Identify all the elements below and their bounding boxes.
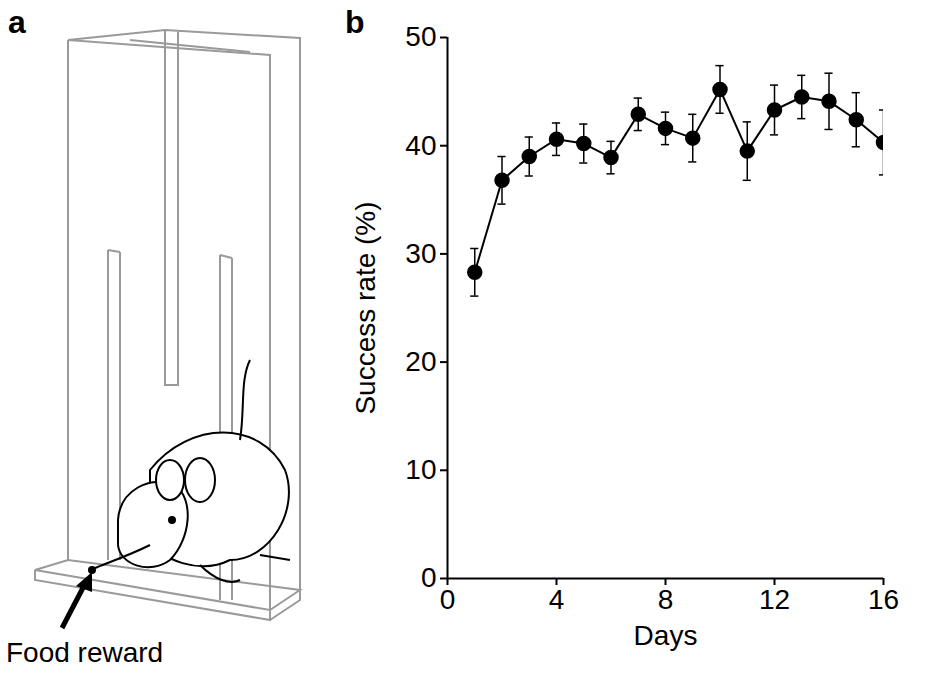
svg-text:50: 50 (405, 21, 436, 52)
html-text:a: a (8, 4, 26, 40)
svg-text:0: 0 (440, 584, 456, 615)
svg-text:8: 8 (658, 584, 674, 615)
svg-text:Food reward: Food reward (6, 637, 163, 668)
svg-text:12: 12 (759, 584, 790, 615)
svg-text:20: 20 (405, 346, 436, 377)
svg-text:0: 0 (421, 562, 437, 593)
svg-text:10: 10 (405, 454, 436, 485)
html-text:b: b (345, 4, 365, 40)
svg-text:Success rate (%): Success rate (%) (350, 201, 381, 414)
svg-text:16: 16 (868, 584, 899, 615)
svg-text:40: 40 (405, 130, 436, 161)
svg-text:Days: Days (634, 620, 698, 651)
svg-text:4: 4 (549, 584, 565, 615)
svg-text:30: 30 (405, 238, 436, 269)
